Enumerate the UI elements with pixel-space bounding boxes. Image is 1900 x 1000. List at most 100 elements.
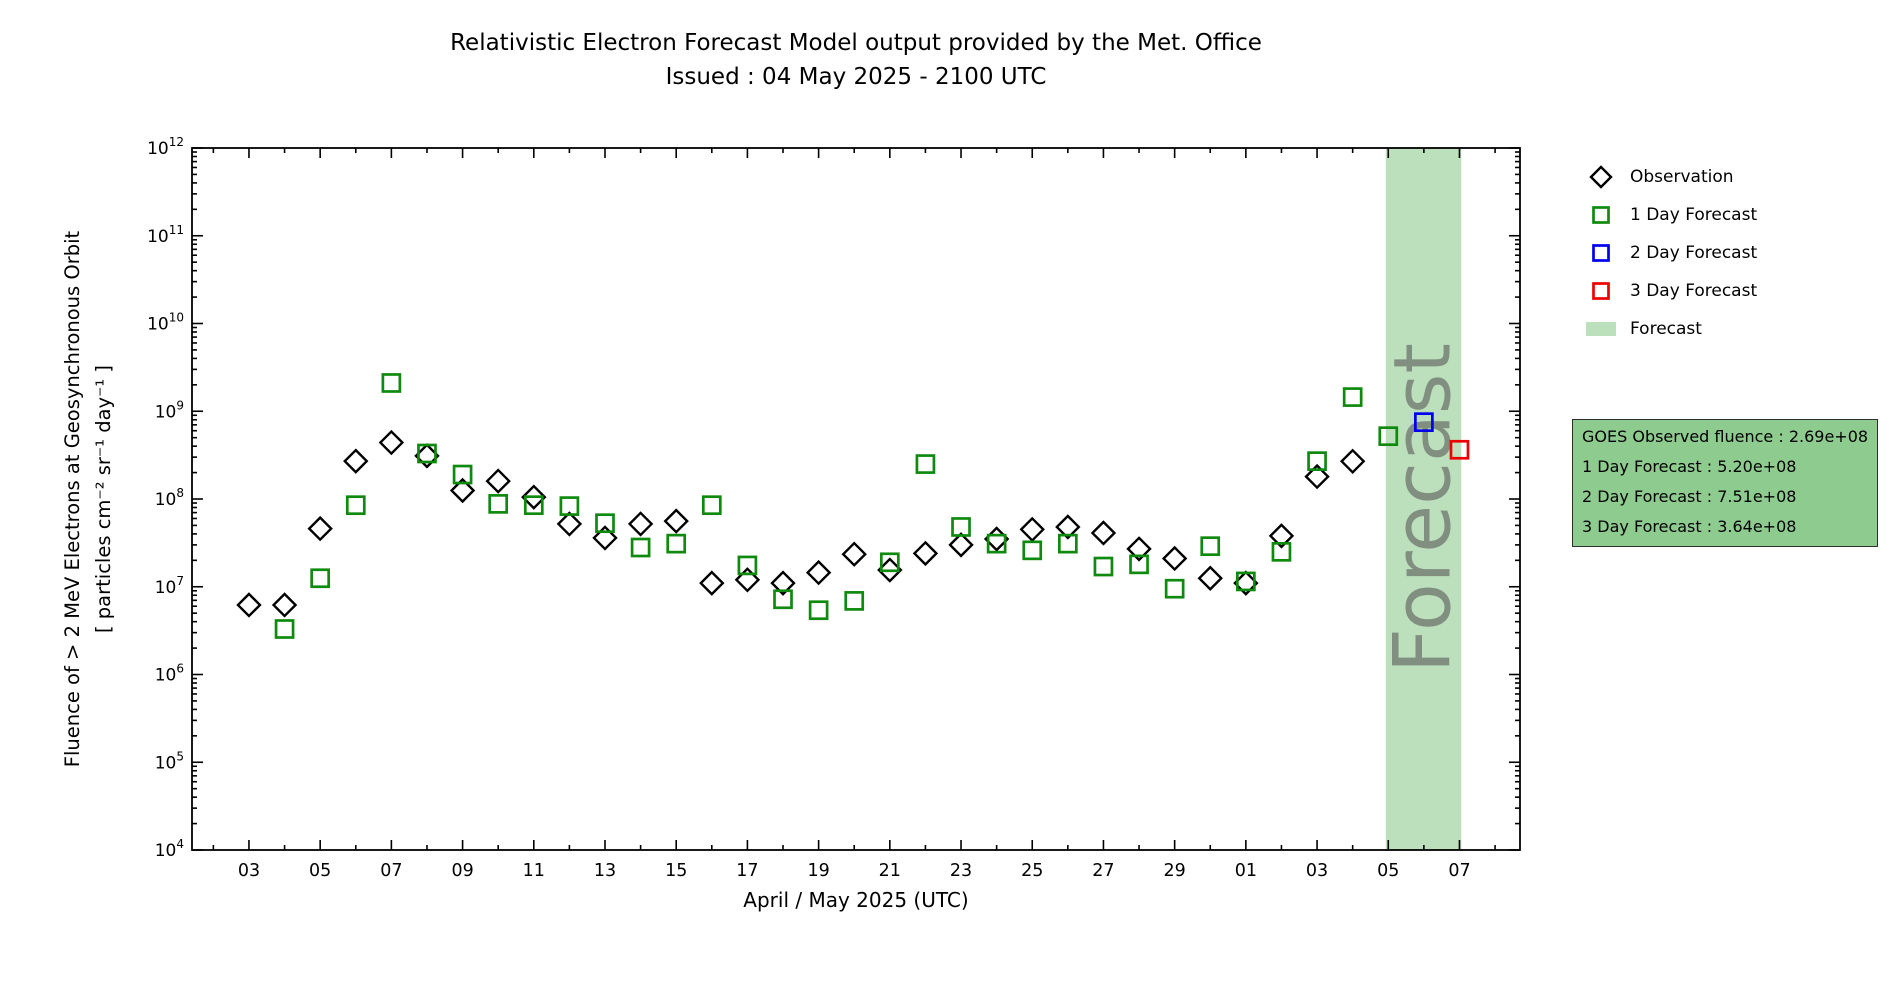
y-tick-label: 109 bbox=[155, 398, 184, 422]
legend-marker-svg bbox=[1592, 206, 1610, 224]
x-tick-label: 03 bbox=[238, 861, 260, 881]
y-axis-label-line1: Fluence of > 2 MeV Electrons at Geosynch… bbox=[61, 230, 84, 768]
legend-item-label: Forecast bbox=[1630, 319, 1702, 339]
y-axis-label-line2: [ particles cm⁻² sr⁻¹ day⁻¹ ] bbox=[92, 365, 115, 634]
x-tick-label: 25 bbox=[1021, 861, 1043, 881]
y-tick-label: 106 bbox=[155, 662, 184, 686]
1-day-forecast-marker bbox=[452, 464, 473, 485]
x-tick-label: 07 bbox=[1448, 861, 1470, 881]
x-tick-label: 23 bbox=[950, 861, 972, 881]
three-day-forecast-square-icon bbox=[1584, 278, 1618, 304]
y-tick-label: 108 bbox=[155, 486, 184, 510]
observation-marker bbox=[236, 592, 262, 618]
1-day-forecast-marker bbox=[559, 496, 580, 516]
observation-marker bbox=[449, 477, 476, 504]
legend-item-forecast-band: Forecast bbox=[1584, 310, 1757, 348]
legend-item-label: 3 Day Forecast bbox=[1630, 281, 1758, 301]
1-day-forecast-marker bbox=[523, 495, 544, 516]
x-tick-label: 11 bbox=[523, 861, 545, 881]
y-tick-label: 1012 bbox=[147, 135, 184, 159]
observation-marker bbox=[1019, 516, 1045, 543]
1-day-forecast-marker bbox=[986, 533, 1007, 554]
x-tick-label: 05 bbox=[309, 861, 331, 881]
1-day-forecast-marker bbox=[417, 443, 437, 464]
observation-marker bbox=[1055, 514, 1081, 540]
1-day-forecast-marker bbox=[630, 537, 651, 558]
x-tick-label: 21 bbox=[879, 861, 901, 881]
x-tick-label: 05 bbox=[1377, 861, 1399, 881]
x-tick-label: 15 bbox=[665, 861, 687, 881]
1-day-forecast-marker bbox=[666, 533, 687, 554]
forecast-band-label: Forecast bbox=[1379, 343, 1469, 673]
info-line-1-day: 1 Day Forecast : 5.20e+08 bbox=[1582, 457, 1797, 476]
1-day-forecast-marker bbox=[1022, 540, 1043, 561]
1-day-forecast-marker bbox=[1200, 536, 1221, 557]
legend-item-label: Observation bbox=[1630, 167, 1734, 187]
1-day-forecast-marker bbox=[879, 552, 900, 573]
x-tick-label: 13 bbox=[594, 861, 616, 881]
1-day-forecast-marker bbox=[1342, 387, 1363, 407]
observation-marker bbox=[627, 511, 654, 537]
info-line-3-day: 3 Day Forecast : 3.64e+08 bbox=[1582, 517, 1797, 536]
y-tick-label: 107 bbox=[155, 574, 184, 598]
1-day-forecast-marker bbox=[1164, 578, 1185, 599]
legend-item-2-day-forecast: 2 Day Forecast bbox=[1584, 234, 1757, 272]
x-tick-label: 27 bbox=[1092, 861, 1114, 881]
band-swatch-icon bbox=[1586, 322, 1616, 336]
x-tick-label: 17 bbox=[736, 861, 758, 881]
forecast-band-swatch-icon bbox=[1584, 316, 1618, 342]
legend-marker-svg bbox=[1586, 322, 1616, 336]
3-day-forecast-marker bbox=[1449, 439, 1470, 460]
legend-item-label: 1 Day Forecast bbox=[1630, 205, 1758, 225]
observation-marker bbox=[1126, 536, 1152, 562]
1-day-forecast-marker bbox=[1093, 556, 1114, 577]
legend-marker-svg bbox=[1592, 244, 1610, 262]
one-day-forecast-square-icon bbox=[1584, 202, 1618, 228]
1-day-forecast-marker bbox=[274, 619, 295, 639]
x-tick-label: 07 bbox=[380, 861, 402, 881]
observation-marker bbox=[521, 484, 547, 510]
square-icon bbox=[1592, 206, 1610, 224]
legend-item-1-day-forecast: 1 Day Forecast bbox=[1584, 196, 1757, 234]
legend: Observation 1 Day Forecast 2 Day Forecas… bbox=[1584, 158, 1757, 348]
observation-marker bbox=[485, 468, 511, 494]
square-icon bbox=[1592, 282, 1610, 300]
1-day-forecast-marker bbox=[310, 568, 331, 589]
observation-marker bbox=[1161, 545, 1188, 572]
1-day-forecast-marker bbox=[844, 591, 865, 611]
y-tick-label: 105 bbox=[155, 749, 184, 773]
1-day-forecast-marker bbox=[488, 494, 509, 514]
legend-marker-svg bbox=[1589, 165, 1613, 189]
x-tick-label: 03 bbox=[1306, 861, 1328, 881]
1-day-forecast-marker bbox=[951, 517, 971, 537]
x-tick-label: 29 bbox=[1164, 861, 1186, 881]
y-tick-label: 1010 bbox=[147, 311, 184, 335]
1-day-forecast-marker bbox=[1057, 533, 1078, 554]
observation-marker bbox=[1304, 463, 1330, 490]
chart-title: Relativistic Electron Forecast Model out… bbox=[450, 30, 1262, 56]
plot-frame bbox=[191, 147, 1521, 851]
two-day-forecast-square-icon bbox=[1584, 240, 1618, 266]
x-tick-label: 09 bbox=[451, 861, 473, 881]
observation-marker bbox=[1339, 448, 1366, 474]
y-axis-label: Fluence of > 2 MeV Electrons at Geosynch… bbox=[57, 231, 119, 767]
diamond-icon bbox=[1589, 165, 1613, 189]
1-day-forecast-marker bbox=[773, 589, 793, 610]
1-day-forecast-marker bbox=[595, 513, 615, 534]
legend-item-3-day-forecast: 3 Day Forecast bbox=[1584, 272, 1757, 310]
observation-marker bbox=[556, 511, 583, 537]
observation-marker bbox=[948, 532, 974, 558]
2-day-forecast-marker bbox=[1414, 412, 1434, 433]
observation-marker bbox=[699, 570, 725, 596]
1-day-forecast-marker bbox=[808, 600, 829, 621]
legend-marker-svg bbox=[1592, 282, 1610, 300]
1-day-forecast-marker bbox=[701, 495, 722, 516]
1-day-forecast-marker bbox=[345, 495, 366, 516]
y-tick-label: 104 bbox=[155, 837, 184, 861]
legend-item-label: 2 Day Forecast bbox=[1630, 243, 1758, 263]
observation-marker bbox=[734, 567, 761, 593]
observation-marker bbox=[307, 515, 333, 542]
observation-marker bbox=[770, 570, 796, 596]
